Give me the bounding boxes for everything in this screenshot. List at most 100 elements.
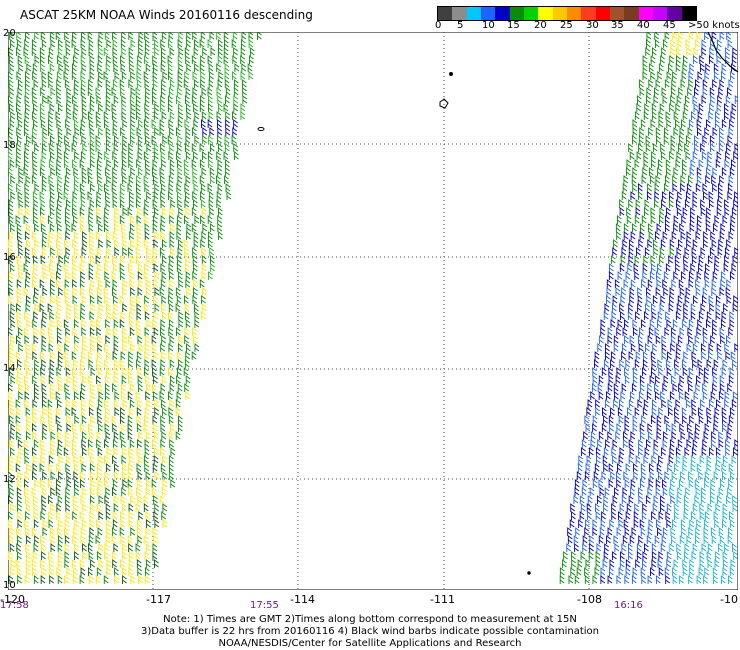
wind-barb <box>707 559 713 568</box>
wind-barb <box>40 32 46 40</box>
wind-barb <box>595 511 601 520</box>
wind-barb <box>79 159 85 168</box>
wind-barb <box>105 535 111 544</box>
wind-barb <box>105 303 111 312</box>
wind-barb <box>601 407 607 416</box>
wind-barb <box>25 79 30 88</box>
wind-barb <box>177 39 183 48</box>
wind-barb <box>112 279 118 288</box>
wind-barb <box>676 551 682 560</box>
wind-barb <box>231 39 237 48</box>
wind-barb <box>56 271 61 280</box>
wind-barb <box>40 367 46 376</box>
wind-barb <box>64 32 69 40</box>
wind-barb <box>183 239 189 248</box>
wind-barb <box>631 175 637 184</box>
wind-barb <box>177 55 183 64</box>
wind-barb <box>571 559 576 568</box>
wind-barb <box>65 487 71 496</box>
wind-barb <box>154 183 160 192</box>
wind-barb <box>96 439 101 448</box>
wind-barb <box>666 167 671 176</box>
wind-barb <box>97 351 102 360</box>
wind-barb <box>617 319 623 328</box>
wind-barb <box>615 431 621 440</box>
wind-barb <box>47 463 53 472</box>
wind-barb <box>24 335 30 344</box>
wind-barb <box>16 487 22 496</box>
wind-barb <box>646 439 651 448</box>
wind-barb <box>646 39 651 48</box>
wind-barb <box>600 575 606 584</box>
wind-barb <box>618 519 624 528</box>
wind-barb <box>728 479 733 488</box>
wind-barb <box>16 543 22 552</box>
wind-barb <box>627 311 633 320</box>
wind-barb <box>49 223 55 232</box>
wind-barb <box>136 415 142 424</box>
wind-barb <box>113 503 119 512</box>
wind-barb <box>225 111 230 120</box>
wind-barb <box>56 119 62 128</box>
wind-barb <box>144 351 149 360</box>
wind-barb <box>725 351 731 360</box>
wind-barb <box>24 391 30 400</box>
wind-barb <box>576 567 582 576</box>
wind-barb <box>57 135 63 144</box>
wind-barb <box>584 527 589 536</box>
wind-barb <box>122 551 127 560</box>
wind-barb <box>120 311 126 320</box>
wind-barb <box>56 183 62 192</box>
wind-barb <box>50 247 55 256</box>
wind-barb <box>603 551 609 560</box>
wind-barb <box>152 71 158 80</box>
wind-barb <box>616 479 621 488</box>
wind-barb <box>691 247 697 256</box>
wind-barb <box>178 207 184 216</box>
wind-barb <box>649 471 655 480</box>
wind-barb <box>168 263 174 272</box>
wind-barb <box>9 32 14 40</box>
wind-barb <box>604 487 610 496</box>
wind-barb <box>33 543 39 552</box>
wind-barb <box>40 447 46 456</box>
wind-barb <box>662 95 668 104</box>
wind-barb <box>184 359 190 368</box>
wind-barb <box>119 415 125 424</box>
wind-barb <box>89 287 94 296</box>
wind-barb <box>185 255 191 264</box>
wind-barb <box>669 103 674 112</box>
wind-barb <box>716 399 721 408</box>
wind-barb <box>576 471 582 480</box>
wind-barb <box>201 167 207 176</box>
wind-barb <box>670 47 675 56</box>
wind-barb <box>636 151 642 160</box>
wind-barb <box>81 503 87 512</box>
wind-barb <box>130 103 136 112</box>
wind-barb <box>130 287 135 296</box>
wind-barb <box>129 95 135 104</box>
wind-barb <box>50 487 56 496</box>
wind-barb <box>120 383 126 392</box>
wind-barb <box>652 295 658 304</box>
wind-barb <box>202 47 208 56</box>
wind-barb <box>713 423 719 432</box>
wind-barb <box>40 63 45 72</box>
wind-barb <box>670 87 676 96</box>
wind-barb <box>655 487 661 496</box>
wind-barb <box>160 199 166 208</box>
wind-barb <box>619 503 625 512</box>
wind-barb <box>80 255 86 264</box>
wind-barb <box>65 327 71 336</box>
wind-barb <box>106 519 112 528</box>
wind-barb <box>726 495 731 504</box>
wind-barb <box>714 407 720 416</box>
wind-barb <box>95 575 101 584</box>
wind-barb <box>728 575 733 584</box>
wind-barb <box>601 511 606 520</box>
wind-barb <box>87 32 93 40</box>
wind-barb <box>81 399 86 408</box>
wind-barb <box>135 543 141 552</box>
wind-barb <box>730 111 736 120</box>
wind-barb <box>9 231 14 240</box>
